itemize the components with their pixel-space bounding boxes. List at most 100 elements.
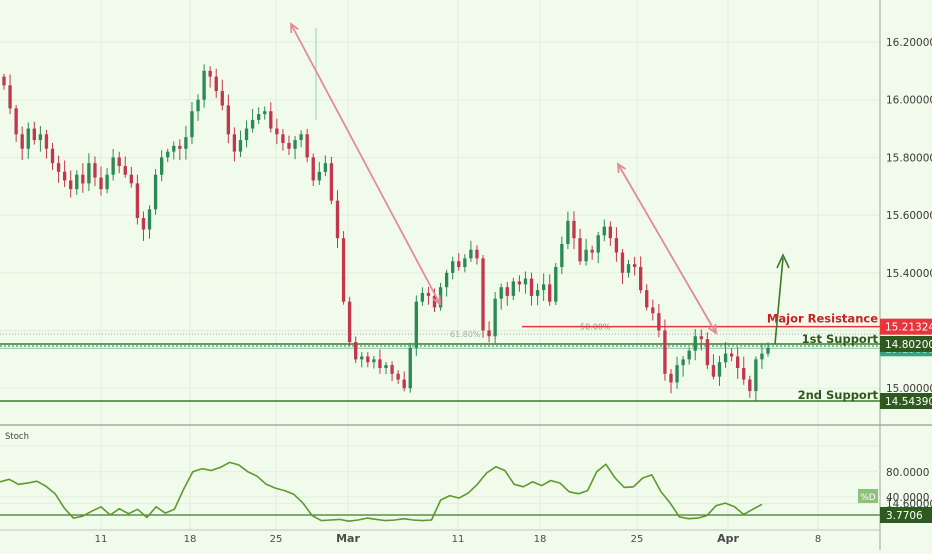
stoch-last-value: 3.7706 [886, 510, 923, 522]
support-2-label: 2nd Support [798, 388, 879, 402]
candle-body [202, 70, 206, 100]
stoch-last-value-bg [880, 507, 932, 523]
support-1-label: 1st Support [802, 332, 879, 346]
candle-body [323, 163, 328, 172]
candle-body [638, 267, 643, 291]
candle-body [153, 174, 158, 210]
candle-body [487, 330, 491, 337]
candle-body [232, 134, 237, 152]
resistance-label: Major Resistance [767, 312, 878, 326]
y-tick-label: 15.60000 [886, 210, 932, 222]
y-tick-label: 15.40000 [886, 268, 932, 280]
x-tick-label: 25 [631, 534, 644, 545]
candle-body [99, 177, 103, 190]
candle-body [250, 119, 255, 129]
candle-body [178, 145, 182, 149]
candle-body [147, 209, 152, 230]
stoch-d-line [0, 461, 763, 522]
candle-body [208, 70, 212, 77]
candle-body [299, 134, 303, 141]
candle-body [723, 353, 728, 363]
candle-body [196, 99, 200, 112]
candle-body [705, 339, 710, 366]
candle-body [632, 264, 637, 268]
candle-body [760, 353, 764, 360]
candle-body [275, 128, 279, 135]
y-tick-label: 15.00000 [886, 383, 932, 395]
candle-body [584, 249, 588, 262]
candle-body [214, 76, 218, 92]
candle-body [481, 258, 485, 331]
candle-body [742, 368, 746, 380]
candle-body [341, 238, 346, 302]
x-tick-label: Apr [717, 532, 739, 545]
candle-body [20, 134, 24, 149]
candle-body [614, 238, 619, 253]
candle-body [717, 362, 722, 377]
candle-body [711, 365, 716, 377]
trend-arrow-down-1-tail [290, 22, 299, 34]
candle-body [111, 157, 115, 175]
candle-body [287, 142, 291, 149]
candle-body [372, 359, 376, 363]
candle-body [50, 148, 55, 164]
candle-body [626, 264, 631, 273]
candle-body [578, 238, 582, 262]
candle-body [748, 379, 752, 392]
candle-body [651, 307, 655, 314]
projection-arrow [774, 257, 784, 345]
candle-body [69, 180, 73, 190]
candle-body [693, 336, 697, 351]
candle-body [590, 249, 594, 253]
candle-body [166, 151, 170, 158]
resistance-price-tag-bg [880, 318, 932, 335]
candle-body [451, 261, 455, 273]
candle-body [105, 174, 109, 190]
candle-body [281, 134, 285, 143]
candle-body [56, 163, 61, 172]
candle-body [390, 365, 394, 374]
candle-body [366, 356, 370, 363]
candle-body [554, 267, 558, 302]
candle-body [457, 261, 461, 268]
candle-body [523, 278, 528, 285]
candle-body [226, 105, 231, 135]
candle-body [384, 365, 388, 369]
candle-body [269, 111, 273, 129]
candle-body [244, 128, 249, 141]
candle-body [2, 76, 6, 86]
x-tick-label: 25 [270, 534, 283, 545]
trend-arrow-down-2-head [708, 323, 718, 335]
candle-body [620, 252, 625, 273]
candle-body [560, 243, 564, 268]
candle-body [26, 128, 30, 149]
candle-body [172, 145, 176, 152]
candle-body [135, 183, 140, 218]
x-tick-label: 18 [534, 534, 547, 545]
candle-body [117, 157, 121, 167]
candle-body [354, 342, 358, 360]
stoch-legend-bg [858, 489, 878, 503]
candle-body [754, 359, 758, 392]
stoch-title: Stoch [5, 432, 29, 442]
projection-arrow-head [776, 253, 790, 269]
x-tick-label: 18 [184, 534, 197, 545]
candle-body [360, 356, 364, 360]
candle-body [44, 134, 49, 149]
y-tick-label: 16.20000 [886, 37, 932, 49]
candle-body [14, 108, 18, 135]
candle-body [293, 140, 297, 149]
stoch-legend: %D [860, 493, 876, 503]
candle-body [190, 111, 194, 138]
candle-body [335, 200, 340, 239]
candle-body [493, 298, 497, 337]
candle-body [517, 281, 522, 285]
candle-body [256, 114, 261, 120]
candle-body [505, 287, 509, 296]
candle-body [263, 111, 267, 115]
candle-body [681, 359, 685, 366]
trend-arrow-down-1 [290, 23, 441, 305]
